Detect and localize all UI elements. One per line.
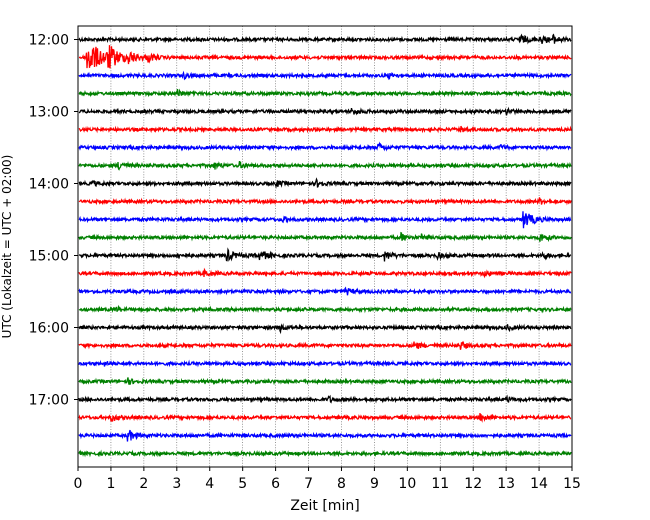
x-tick-label: 6 <box>271 476 280 492</box>
x-tick-label: 14 <box>530 476 548 492</box>
trace-1400 <box>78 177 572 189</box>
trace-1315 <box>78 125 572 134</box>
trace-1300 <box>78 106 572 116</box>
x-tick-label: 13 <box>497 476 515 492</box>
trace-1445 <box>78 231 572 243</box>
trace-1745 <box>78 449 572 458</box>
trace-1500 <box>78 247 572 262</box>
x-tick-label: 2 <box>139 476 148 492</box>
y-tick-label: 16:00 <box>29 321 69 337</box>
x-tick-label: 3 <box>172 476 181 492</box>
trace-1730 <box>78 429 572 442</box>
trace-1245 <box>78 88 572 98</box>
trace-1330 <box>78 141 572 152</box>
trace-1700 <box>78 394 572 404</box>
x-axis: 0 1 2 3 4 5 6 7 8 9 10 11 12 13 14 15 <box>74 467 581 492</box>
trace-1230 <box>78 70 572 81</box>
y-axis-label: UTC (Lokalzeit = UTC + 02:00) <box>0 155 14 339</box>
trace-1345 <box>78 160 572 171</box>
plot-frame <box>77 25 573 468</box>
x-tick-label: 11 <box>431 476 449 492</box>
trace-1545 <box>78 304 572 314</box>
x-tick-label: 15 <box>563 476 581 492</box>
x-tick-label: 10 <box>398 476 416 492</box>
trace-1715 <box>78 413 572 423</box>
trace-1515 <box>78 267 572 279</box>
x-tick-label: 0 <box>74 476 83 492</box>
x-tick-label: 8 <box>337 476 346 492</box>
x-tick-label: 7 <box>304 476 313 492</box>
trace-1645 <box>78 377 572 386</box>
grid-layer <box>110 26 540 467</box>
y-tick-label: 13:00 <box>29 105 69 121</box>
trace-1200 <box>78 33 572 45</box>
x-tick-label: 12 <box>464 476 482 492</box>
y-tick-label: 14:00 <box>29 177 69 193</box>
trace-1215 <box>78 45 572 69</box>
x-tick-label: 4 <box>205 476 214 492</box>
trace-1600 <box>78 323 572 335</box>
x-tick-label: 5 <box>238 476 247 492</box>
trace-1530 <box>78 286 572 296</box>
trace-1415 <box>78 197 572 206</box>
x-axis-label: Zeit [min] <box>290 498 359 514</box>
trace-1630 <box>78 359 572 368</box>
traces <box>78 33 572 458</box>
trace-1430 <box>78 211 572 229</box>
y-tick-label: 17:00 <box>29 393 69 409</box>
y-axis: 12:00 13:00 14:00 15:00 16:00 17:00 <box>29 33 78 409</box>
trace-1615 <box>78 340 572 350</box>
y-tick-label: 12:00 <box>29 33 69 49</box>
x-tick-label: 9 <box>370 476 379 492</box>
y-tick-label: 15:00 <box>29 249 69 265</box>
x-tick-label: 1 <box>106 476 115 492</box>
